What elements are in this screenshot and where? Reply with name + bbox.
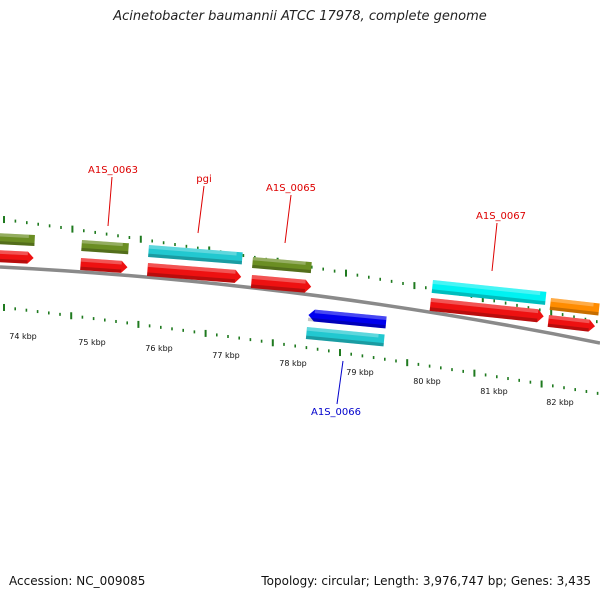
scale-label-75kbp: 75 kbp <box>78 338 106 347</box>
accession-text: Accession: NC_009085 <box>9 574 146 588</box>
genome-backbone <box>0 265 600 345</box>
gene-block-right-edge <box>549 298 600 316</box>
gene-block-pgi <box>148 245 243 265</box>
leader-a1s-0066 <box>336 360 344 405</box>
cds-a1s-0063 <box>80 258 128 273</box>
leader-pgi <box>197 185 205 234</box>
leader-a1s-0063 <box>107 176 113 227</box>
cds-left-edge <box>0 250 34 264</box>
scale-label-76kbp: 76 kbp <box>145 344 173 353</box>
genome-summary-text: Topology: circular; Length: 3,976,747 bp… <box>261 574 591 588</box>
scale-label-81kbp: 81 kbp <box>480 387 508 396</box>
leader-a1s-0065 <box>284 194 292 244</box>
gene-block-a1s-0063 <box>81 240 129 255</box>
cds-a1s-0065 <box>250 275 312 293</box>
gene-label-pgi: pgi <box>196 174 211 185</box>
gene-features <box>0 233 600 347</box>
scale-label-78kbp: 78 kbp <box>279 359 307 368</box>
scale-label-74kbp: 74 kbp <box>9 332 37 341</box>
label-leader-lines <box>107 176 498 405</box>
text-labels: 74 kbp 75 kbp 76 kbp 77 kbp 78 kbp 79 kb… <box>9 165 574 418</box>
gene-label-a1s-0063: A1S_0063 <box>88 165 138 176</box>
gene-block-left-edge <box>0 233 35 247</box>
cds-pgi <box>146 263 242 283</box>
scale-label-79kbp: 79 kbp <box>346 368 374 377</box>
figure-title: Acinetobacter baumannii ATCC 17978, comp… <box>113 9 487 24</box>
leader-a1s-0067 <box>491 222 498 272</box>
gene-label-a1s-0065: A1S_0065 <box>266 183 316 194</box>
gene-block-a1s-0067 <box>431 280 547 305</box>
scale-label-82kbp: 82 kbp <box>546 398 574 407</box>
gene-label-a1s-0067: A1S_0067 <box>476 211 526 222</box>
cds-right-edge <box>547 315 596 332</box>
scale-label-80kbp: 80 kbp <box>413 377 441 386</box>
gene-label-a1s-0066: A1S_0066 <box>311 407 361 418</box>
gene-block-a1s-0066-reverse <box>307 309 387 329</box>
tick-marks <box>3 216 599 395</box>
scale-label-77kbp: 77 kbp <box>212 351 240 360</box>
cds-a1s-0067 <box>429 298 544 323</box>
gene-block-a1s-0065 <box>252 257 312 274</box>
gene-block-a1s-0066-cyan <box>305 327 385 347</box>
